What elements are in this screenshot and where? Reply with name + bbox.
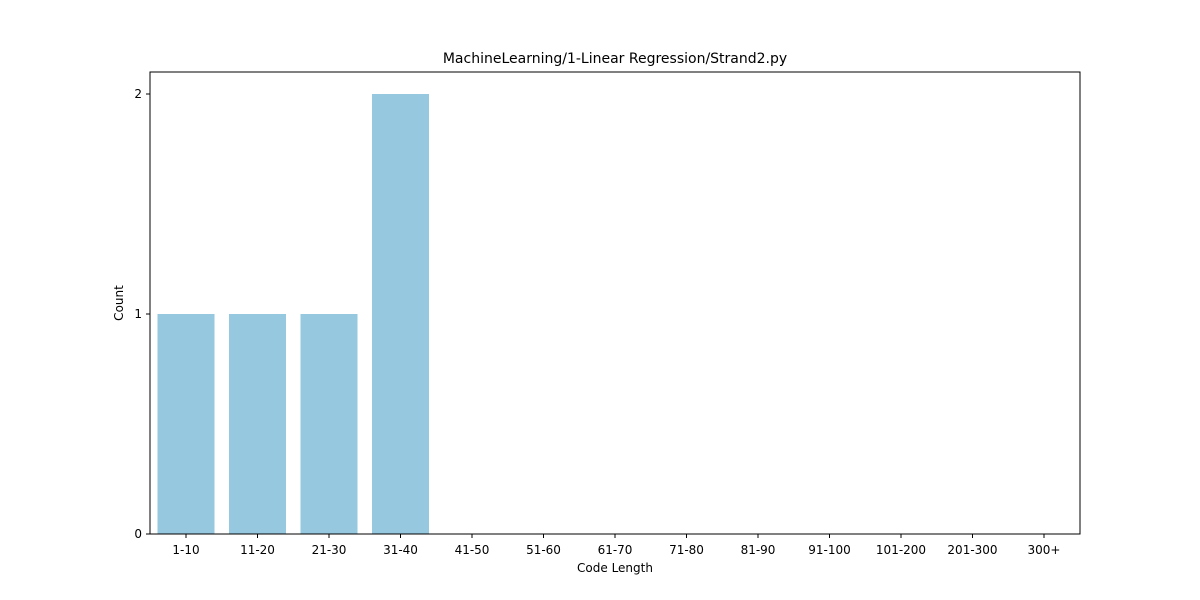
plot-frame <box>149 71 1081 535</box>
x-axis-label: Code Length <box>577 561 653 575</box>
x-tick-label: 21-30 <box>312 543 347 557</box>
y-tick-label: 2 <box>134 87 142 101</box>
x-tick-label: 101-200 <box>876 543 926 557</box>
y-axis-ticks: 0 1 2 <box>134 87 150 541</box>
bar-1-10 <box>157 314 215 534</box>
x-tick-label: 41-50 <box>455 543 490 557</box>
x-tick-label: 31-40 <box>383 543 418 557</box>
x-tick-label: 1-10 <box>172 543 199 557</box>
y-tick-label: 0 <box>134 527 142 541</box>
bar-31-40 <box>372 94 429 534</box>
y-axis-label: Count <box>112 285 126 321</box>
bars-group <box>157 94 429 534</box>
x-tick-label: 11-20 <box>240 543 275 557</box>
x-tick-label: 81-90 <box>741 543 776 557</box>
x-tick-label: 201-300 <box>947 543 997 557</box>
x-tick-label: 300+ <box>1028 543 1061 557</box>
x-tick-label: 71-80 <box>669 543 704 557</box>
bar-11-20 <box>229 314 286 534</box>
bar-21-30 <box>300 314 358 534</box>
x-tick-label: 51-60 <box>526 543 561 557</box>
x-tick-label: 91-100 <box>808 543 851 557</box>
x-axis-ticks: 1-10 11-20 21-30 31-40 41-50 51-60 61-70 71-80 8… <box>172 534 1060 557</box>
chart-title: MachineLearning/1-Linear Regression/Stra… <box>443 51 787 67</box>
y-tick-label: 1 <box>134 307 142 321</box>
x-tick-label: 61-70 <box>598 543 633 557</box>
